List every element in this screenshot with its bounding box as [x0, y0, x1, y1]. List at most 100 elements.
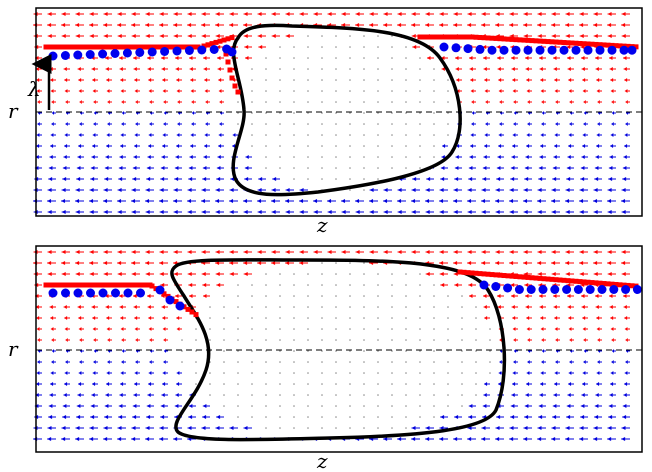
model-marker — [529, 275, 535, 281]
flow-arrowhead — [497, 67, 501, 71]
flow-arrowhead — [555, 338, 558, 342]
flow-arrowhead — [187, 199, 192, 203]
model-marker — [525, 37, 531, 43]
flow-arrowhead — [513, 338, 516, 342]
flow-arrowhead — [499, 100, 502, 104]
flow-arrowhead — [509, 23, 514, 27]
measured-marker — [86, 288, 95, 298]
core-dot — [335, 123, 337, 125]
flow-arrowhead — [468, 166, 473, 170]
flow-arrowhead — [257, 261, 262, 265]
flow-arrowhead — [47, 210, 52, 214]
core-dot — [307, 284, 309, 286]
flow-arrowhead — [77, 305, 81, 309]
flow-arrowhead — [397, 12, 402, 16]
flow-arrowhead — [75, 250, 80, 254]
flow-arrowhead — [497, 155, 501, 159]
flow-arrowhead — [36, 371, 40, 375]
model-marker — [91, 282, 97, 288]
flow-arrowhead — [243, 261, 248, 265]
flow-arrowhead — [495, 199, 500, 203]
flow-arrowhead — [79, 360, 82, 364]
flow-arrowhead — [76, 166, 81, 170]
flow-arrowhead — [202, 404, 207, 408]
core-dot — [391, 350, 393, 352]
flow-arrowhead — [470, 89, 474, 93]
flow-arrowhead — [551, 437, 556, 441]
core-dot — [405, 427, 407, 429]
flow-arrowhead — [216, 283, 221, 287]
flow-arrowhead — [538, 166, 543, 170]
flow-arrowhead — [174, 294, 179, 298]
flow-arrowhead — [92, 89, 96, 93]
core-dot — [293, 178, 295, 180]
model-marker — [465, 270, 471, 276]
flow-arrowhead — [37, 122, 40, 126]
flow-arrowhead — [540, 78, 544, 82]
flow-arrowhead — [456, 144, 460, 148]
core-dot — [447, 317, 449, 319]
measured-marker — [491, 282, 501, 291]
flow-arrowhead — [327, 210, 332, 214]
flow-arrowhead — [175, 155, 179, 159]
flow-arrowhead — [355, 199, 360, 203]
core-dot — [237, 405, 239, 407]
flow-arrowhead — [216, 177, 221, 181]
flow-arrowhead — [483, 155, 487, 159]
flow-arrowhead — [119, 393, 123, 397]
flow-arrowhead — [132, 177, 137, 181]
flow-arrowhead — [173, 12, 178, 16]
flow-arrowhead — [439, 437, 444, 441]
flow-arrowhead — [621, 199, 626, 203]
core-dot — [293, 167, 295, 169]
flow-arrowhead — [271, 12, 276, 16]
core-dot — [335, 68, 337, 70]
flow-arrowhead — [145, 23, 150, 27]
core-dot — [223, 372, 225, 374]
core-dot — [391, 273, 393, 275]
model-marker — [47, 44, 53, 50]
flow-arrowhead — [104, 404, 109, 408]
flow-arrowhead — [47, 199, 52, 203]
flow-arrowhead — [569, 100, 572, 104]
flow-arrowhead — [623, 305, 627, 309]
flow-arrowhead — [120, 78, 124, 82]
flow-arrowhead — [134, 78, 138, 82]
flow-arrowhead — [596, 144, 600, 148]
core-dot — [195, 328, 197, 330]
core-dot — [279, 361, 281, 363]
flow-arrowhead — [117, 188, 122, 192]
core-dot — [335, 317, 337, 319]
core-dot — [419, 405, 421, 407]
flow-arrowhead — [524, 166, 529, 170]
flow-arrowhead — [131, 199, 136, 203]
flow-arrowhead — [120, 371, 124, 375]
flow-arrowhead — [341, 12, 346, 16]
flow-arrowhead — [63, 67, 67, 71]
core-dot — [377, 328, 379, 330]
flow-arrowhead — [47, 188, 52, 192]
flow-arrowhead — [608, 415, 613, 419]
flow-arrowhead — [149, 360, 152, 364]
flow-arrowhead — [190, 78, 194, 82]
core-dot — [363, 123, 365, 125]
flow-arrowhead — [554, 78, 558, 82]
flow-arrowhead — [495, 210, 500, 214]
core-dot — [265, 90, 267, 92]
flow-arrowhead — [509, 12, 514, 16]
flow-arrowhead — [215, 12, 220, 16]
flow-arrowhead — [369, 210, 374, 214]
flow-arrowhead — [594, 56, 599, 60]
flow-arrowhead — [78, 133, 82, 137]
core-dot — [251, 372, 253, 374]
model-marker — [457, 34, 463, 40]
flow-arrowhead — [243, 34, 248, 38]
flow-arrowhead — [201, 12, 206, 16]
flow-arrowhead — [568, 371, 572, 375]
core-dot — [363, 372, 365, 374]
core-dot — [433, 317, 435, 319]
core-dot — [447, 306, 449, 308]
flow-arrowhead — [481, 188, 486, 192]
flow-arrowhead — [117, 272, 122, 276]
flow-arrowhead — [103, 272, 108, 276]
